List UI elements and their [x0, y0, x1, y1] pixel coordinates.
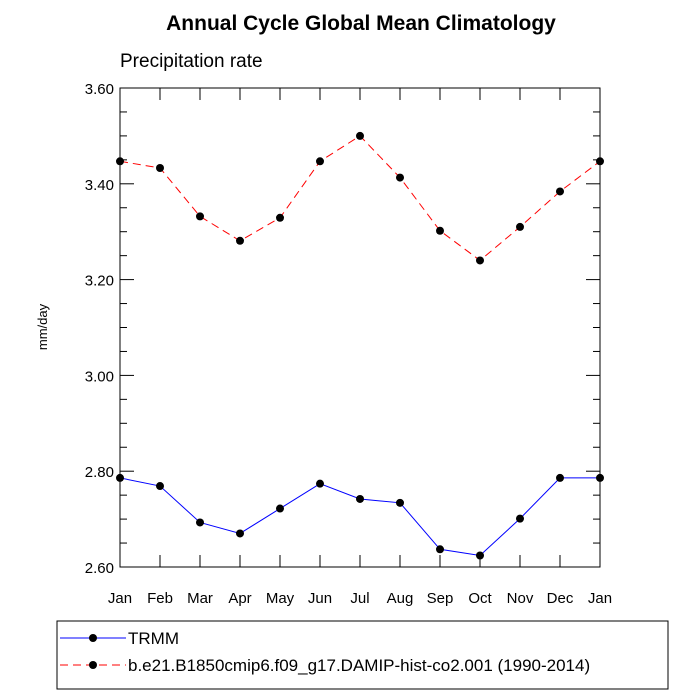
x-tick-label: Jun [308, 590, 332, 607]
series-2-point [316, 157, 324, 166]
series-1-point [556, 473, 564, 482]
chart-title: Annual Cycle Global Mean Climatology [166, 12, 556, 35]
series-2-point [436, 226, 444, 235]
series-1-point [596, 473, 604, 482]
y-tick-label: 2.80 [85, 464, 114, 481]
x-tick-label: May [266, 590, 295, 607]
series-2-point [116, 157, 124, 166]
legend-label-1: TRMM [128, 629, 179, 648]
legend-label-2: b.e21.B1850cmip6.f09_g17.DAMIP-hist-co2.… [128, 656, 590, 675]
y-tick-label: 3.20 [85, 273, 114, 290]
y-tick-label: 2.60 [85, 560, 114, 577]
x-tick-label: Dec [547, 590, 574, 607]
series-2-point [516, 222, 524, 231]
y-axis-label: mm/day [35, 303, 50, 350]
x-tick-label: Apr [228, 590, 251, 607]
series-line-1 [119, 477, 600, 557]
series-2-point [556, 187, 564, 196]
series-1-point [236, 529, 244, 538]
x-tick-label: Mar [187, 590, 213, 607]
legend-marker-2 [89, 661, 97, 669]
y-tick-label: 3.40 [85, 177, 114, 194]
series-line-2 [119, 135, 601, 262]
x-tick-label: Sep [427, 590, 454, 607]
series-2-point [276, 213, 284, 222]
x-tick-label: Aug [387, 590, 414, 607]
series-1-point [436, 545, 444, 554]
series-1-point [116, 473, 124, 482]
x-tick-label: Jan [588, 590, 612, 607]
series-1-point [316, 479, 324, 488]
series-1-point [356, 494, 364, 503]
y-tick-label: 3.60 [85, 81, 114, 98]
x-tick-label: Feb [147, 590, 173, 607]
series-2-point [476, 256, 484, 265]
series-1-point [196, 518, 204, 527]
x-tick-label: Jan [108, 590, 132, 607]
x-tick-label: Oct [468, 590, 492, 607]
series-1-point [476, 551, 484, 560]
x-tick-label: Nov [507, 590, 534, 607]
series-1-point [396, 498, 404, 507]
series-2-point [396, 173, 404, 182]
series-2-point [356, 131, 364, 140]
series-2-point [156, 163, 164, 172]
series-2-point [596, 157, 604, 166]
chart-subtitle: Precipitation rate [120, 51, 263, 72]
legend-marker-1 [89, 634, 97, 642]
series-2-point [236, 236, 244, 245]
y-tick-label: 3.00 [85, 368, 114, 385]
series-1-point [156, 482, 164, 491]
series-2-point [196, 212, 204, 221]
x-tick-label: Jul [350, 590, 369, 607]
series-1-point [516, 514, 524, 523]
legend-box [56, 620, 669, 690]
series-1-point [276, 504, 284, 513]
